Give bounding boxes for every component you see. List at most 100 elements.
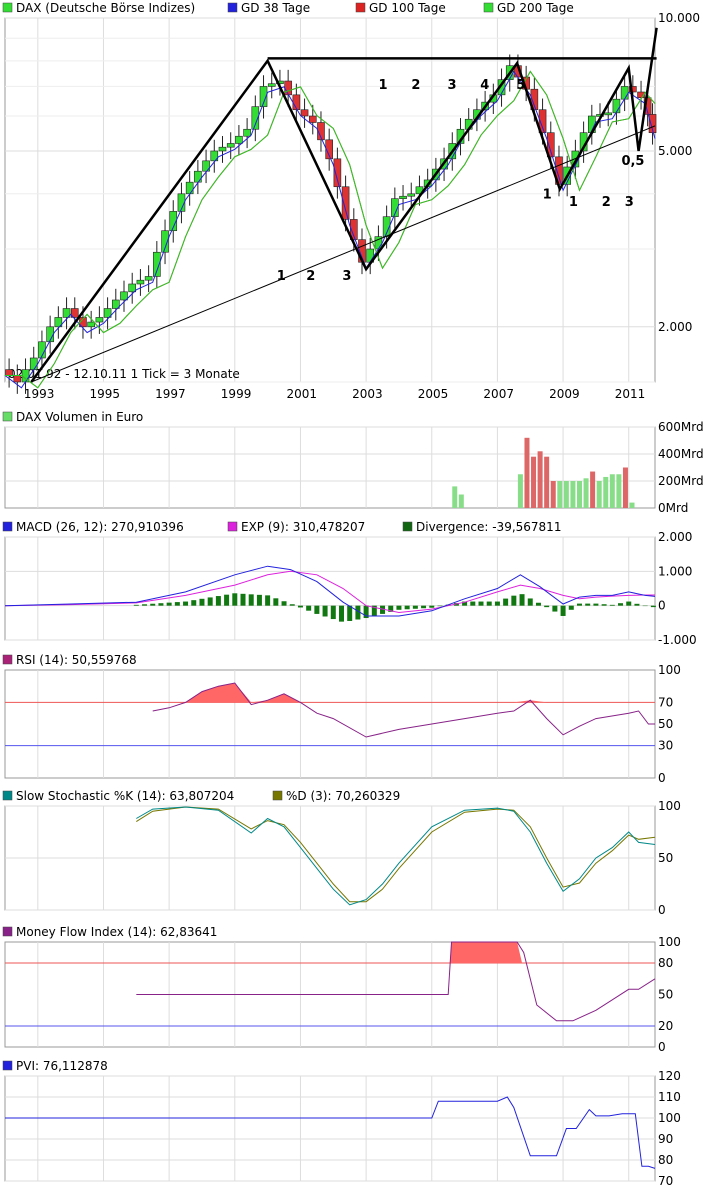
legend-swatch [2, 521, 13, 532]
candle-body [648, 114, 657, 134]
candle-body [530, 88, 539, 111]
exp-line [4, 570, 655, 614]
candle-body [546, 132, 555, 158]
candle-body [391, 198, 399, 218]
divergence-bar [289, 604, 295, 606]
divergence-bar [527, 598, 533, 606]
wave-annotation: 3 [625, 195, 634, 210]
legend-swatch [2, 790, 13, 801]
y-tick-label: 0Mrd [658, 501, 688, 515]
candle-body [284, 80, 292, 96]
y-tick-label: 100 [658, 799, 681, 813]
divergence-bar [519, 594, 525, 606]
y-tick-label: 50 [658, 988, 673, 1002]
x-tick-label: 2011 [615, 387, 646, 401]
candle-body [333, 158, 342, 188]
wave-annotation: 1 [277, 269, 286, 284]
divergence-bar [314, 605, 320, 614]
candle-body [136, 279, 145, 285]
candle-body [629, 86, 637, 93]
divergence-bar [560, 605, 566, 616]
candle-body [120, 291, 128, 301]
volume-bar [563, 481, 569, 508]
volume-bar [596, 481, 602, 508]
legend-swatch [2, 926, 13, 937]
candle-body [210, 150, 219, 162]
candle-body [259, 86, 268, 107]
legend-swatch [2, 2, 13, 13]
divergence-bar [601, 604, 607, 606]
y-tick-label: 30 [658, 739, 673, 753]
candle-body [111, 299, 120, 309]
wave-annotation: 5 [516, 78, 525, 93]
x-tick-label: 1995 [89, 387, 120, 401]
divergence-bar [462, 601, 468, 606]
divergence-bar [133, 604, 139, 606]
x-tick-label: 1997 [155, 387, 186, 401]
divergence-bar [150, 603, 156, 606]
y-tick-label: 5.000 [658, 144, 692, 158]
candle-body [308, 115, 317, 123]
candle-body [407, 193, 416, 197]
volume-bar [576, 481, 582, 508]
wave-annotation: 2 [602, 195, 611, 210]
divergence-bar [494, 601, 500, 606]
mfi-panel-frame [4, 941, 656, 1048]
panel-label: RSI (14): 50,559768 [16, 653, 137, 667]
divergence-bar [396, 605, 402, 610]
rsi-overbought-fill [152, 683, 655, 703]
divergence-bar [281, 601, 287, 606]
divergence-bar [232, 593, 238, 606]
legend-swatch [2, 654, 13, 665]
wave-annotation: 1 [543, 188, 552, 203]
legend-label: %D (3): 70,260329 [286, 789, 400, 803]
y-tick-label: 1.000 [658, 564, 692, 578]
divergence-bar [421, 605, 427, 609]
legend-label: Divergence: -39,567811 [416, 520, 561, 534]
candle-body [13, 375, 22, 383]
y-tick-label: 50 [658, 851, 673, 865]
divergence-bar [437, 605, 443, 607]
y-tick-label: 70 [658, 1174, 673, 1188]
legend-swatch [355, 2, 366, 13]
divergence-bar [191, 600, 197, 606]
candle-body [350, 219, 358, 240]
divergence-bar [224, 594, 230, 606]
divergence-bar [240, 593, 246, 606]
divergence-bar [183, 601, 189, 606]
y-tick-label: 70 [658, 695, 673, 709]
legend-swatch [227, 2, 238, 13]
candle-body [226, 143, 235, 148]
divergence-bar [347, 605, 353, 621]
divergence-bar [371, 605, 377, 616]
divergence-bar [306, 605, 312, 611]
y-tick-label: -1.000 [658, 633, 697, 647]
divergence-bar [273, 598, 279, 606]
divergence-bar [215, 596, 221, 606]
wave-annotation: 3 [342, 269, 351, 284]
support-line [31, 125, 656, 383]
y-tick-label: 100 [658, 935, 681, 949]
main-panel-frame [4, 17, 656, 383]
y-tick-label: 0 [658, 599, 666, 613]
candle-body [194, 170, 202, 183]
y-tick-label: 600Mrd [658, 420, 704, 434]
candle-body [637, 91, 645, 99]
volume-bar [590, 471, 596, 508]
divergence-bar [158, 603, 164, 606]
candle-body [5, 369, 13, 377]
pvi-line [5, 1096, 656, 1169]
divergence-bar [297, 605, 303, 608]
volume-bar [570, 481, 576, 508]
divergence-bar [544, 605, 550, 608]
volume-bar [537, 451, 543, 508]
legend-label: GD 38 Tage [241, 1, 310, 15]
volume-bar [603, 476, 609, 508]
y-tick-label: 2.000 [658, 320, 692, 334]
x-tick-label: 1993 [24, 387, 55, 401]
volume-bar [609, 474, 615, 508]
divergence-bar [618, 603, 624, 606]
candle-body [620, 86, 629, 100]
wave-annotation: 1 [379, 78, 388, 93]
candle-body [29, 357, 38, 370]
